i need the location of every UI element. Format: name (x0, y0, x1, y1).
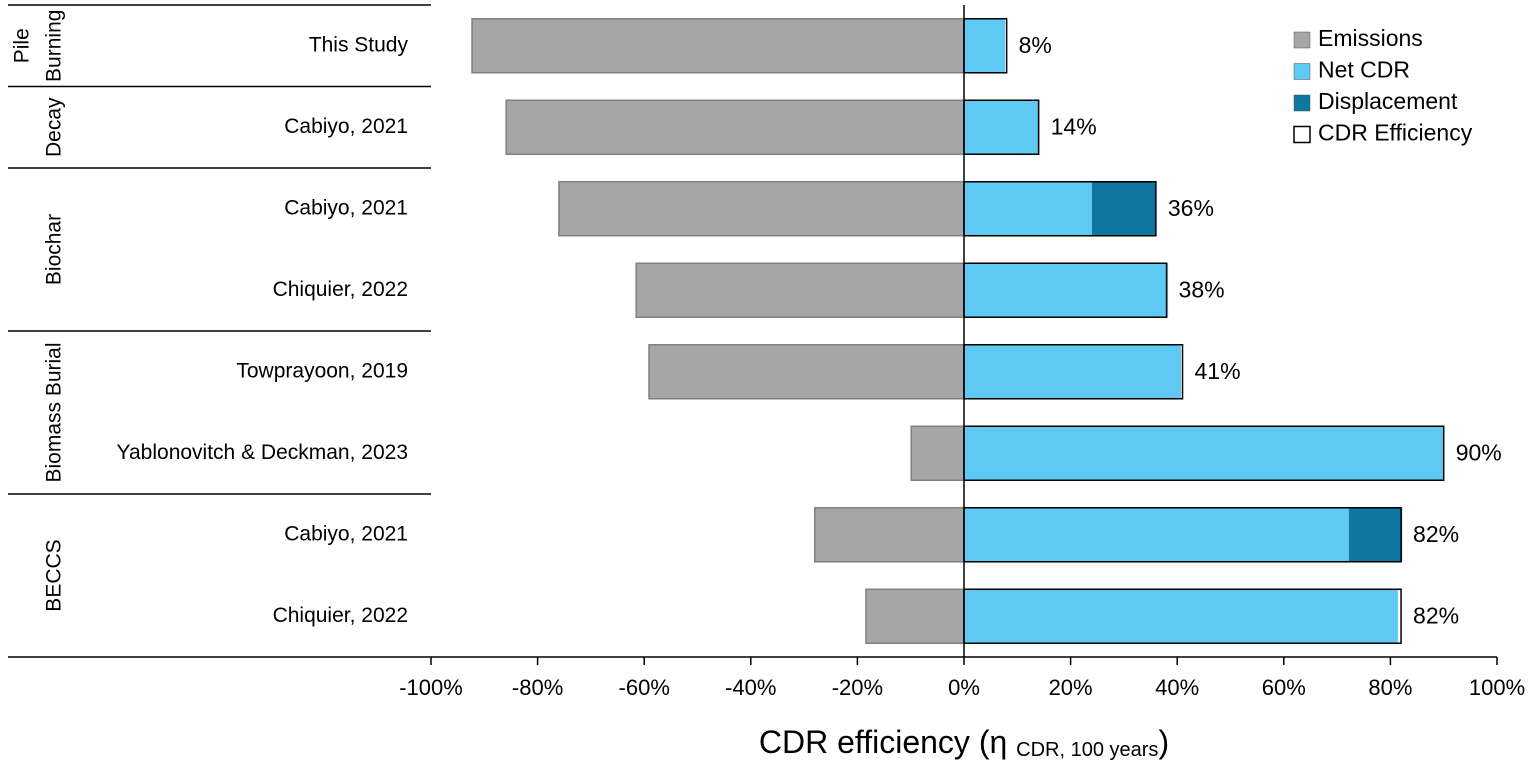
x-tick-label: -60% (619, 675, 670, 700)
x-tick-label: 60% (1262, 675, 1306, 700)
group-label: BECCS (43, 539, 66, 611)
legend-swatch (1293, 63, 1311, 80)
displacement-bar (1091, 181, 1156, 236)
net-cdr-bar (964, 181, 1092, 236)
displacement-bar (1348, 507, 1403, 562)
x-tick-label: -40% (725, 675, 776, 700)
legend-label: Displacement (1318, 88, 1458, 114)
group-label: Pile (11, 28, 34, 63)
emissions-bar (471, 18, 965, 74)
category-label: Chiquier, 2022 (273, 604, 408, 627)
category-label: Cabiyo, 2021 (284, 115, 408, 138)
x-tick-label: -20% (832, 675, 883, 700)
value-label: 41% (1195, 358, 1241, 384)
net-cdr-bar (964, 507, 1349, 562)
x-tick-label: -100% (399, 675, 463, 700)
emissions-bar (910, 425, 965, 481)
x-axis-title-sub: CDR, 100 years (1016, 739, 1158, 761)
emissions-bar (814, 507, 965, 563)
net-cdr-bar (964, 263, 1169, 318)
net-cdr-bar (964, 426, 1444, 481)
group-label: Burning (43, 10, 66, 82)
x-tick-label: 40% (1155, 675, 1199, 700)
x-tick-label: -80% (512, 675, 563, 700)
x-tick-label: 0% (948, 675, 980, 700)
legend-swatch (1293, 31, 1311, 49)
emissions-bar (558, 181, 965, 237)
category-label: Towprayoon, 2019 (236, 359, 408, 382)
category-label: Yablonovitch & Deckman, 2023 (117, 441, 408, 464)
category-label: This Study (309, 33, 409, 56)
x-tick-label: 20% (1049, 675, 1093, 700)
net-cdr-bar (964, 344, 1181, 399)
emissions-bar (505, 99, 965, 155)
emissions-bar (865, 588, 965, 644)
legend-label: Emissions (1318, 25, 1423, 51)
x-tick-label: 100% (1469, 675, 1525, 700)
x-axis-title-main: CDR efficiency (η (759, 724, 1016, 760)
legend-swatch (1293, 125, 1311, 144)
category-label: Cabiyo, 2021 (284, 522, 408, 545)
value-label: 82% (1413, 602, 1459, 628)
value-label: 82% (1413, 521, 1459, 547)
value-label: 14% (1051, 113, 1097, 139)
group-label: Decay (43, 97, 66, 157)
value-label: 36% (1168, 195, 1214, 221)
group-label: Biomass Burial (43, 342, 66, 482)
net-cdr-bar (964, 589, 1398, 644)
emissions-bar (635, 262, 965, 318)
net-cdr-bar (964, 100, 1040, 155)
x-axis-title-end: ) (1158, 724, 1169, 760)
legend-label: CDR Efficiency (1318, 120, 1473, 146)
x-tick-label: 80% (1368, 675, 1412, 700)
x-axis-title: CDR efficiency (η CDR, 100 years) (759, 724, 1169, 761)
group-label: Biochar (43, 214, 66, 285)
net-cdr-bar (964, 18, 1006, 73)
value-label: 8% (1019, 32, 1052, 58)
value-label: 90% (1456, 439, 1502, 465)
emissions-bar (648, 344, 965, 400)
value-label: 38% (1179, 276, 1225, 302)
category-label: Cabiyo, 2021 (284, 196, 408, 219)
legend-swatch (1293, 94, 1311, 112)
legend-label: Net CDR (1318, 57, 1410, 83)
category-label: Chiquier, 2022 (273, 278, 408, 301)
